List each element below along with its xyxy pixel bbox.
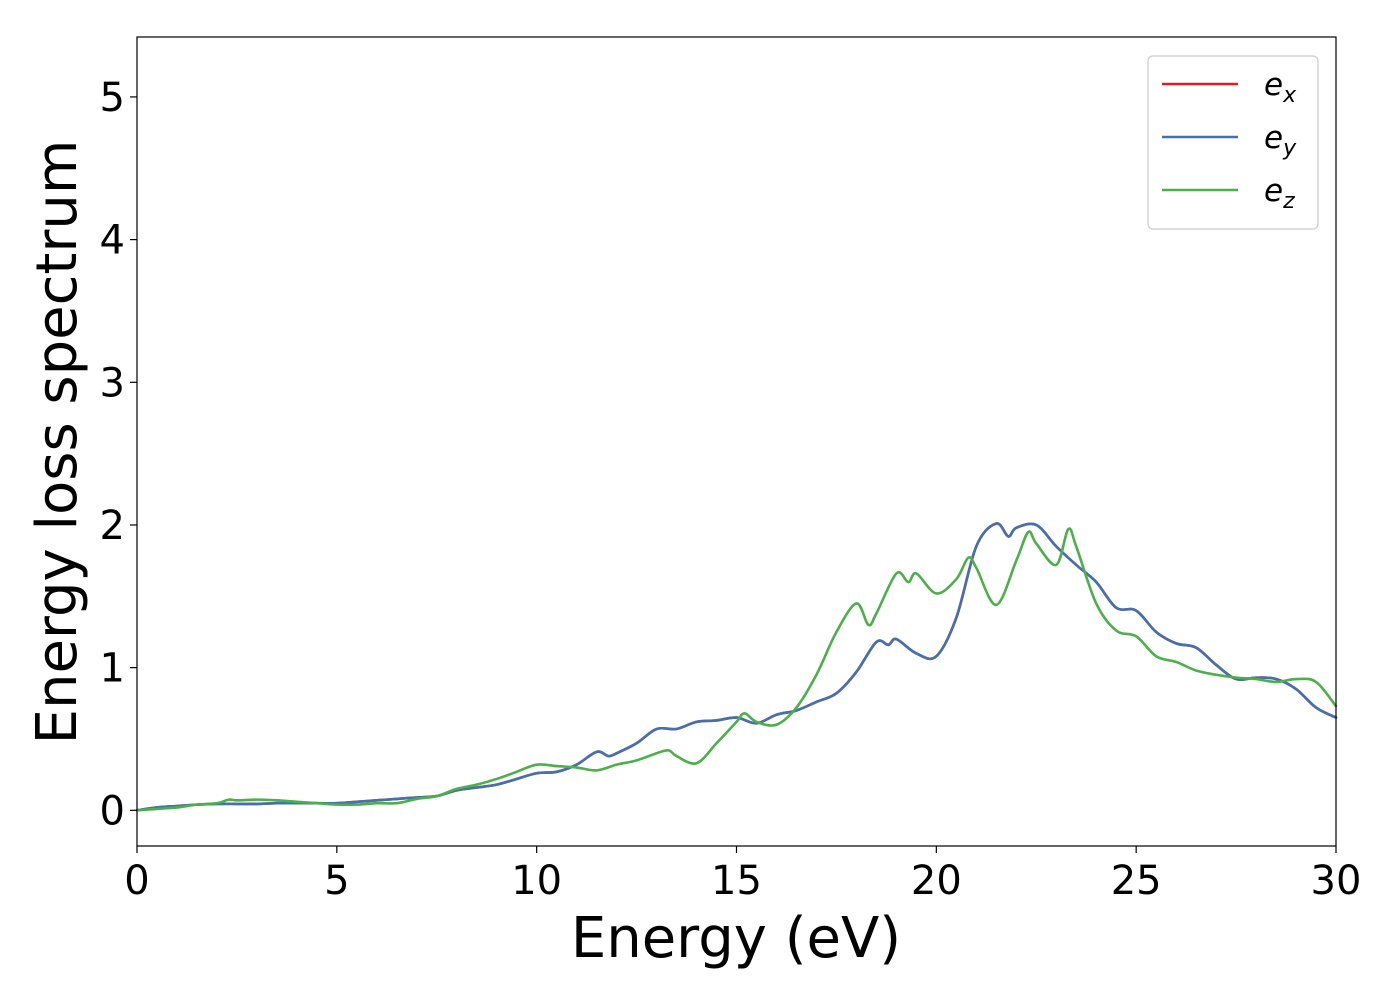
- x-axis-label: Energy (eV): [571, 906, 901, 971]
- legend-label-main: e: [1264, 67, 1283, 103]
- y-tick-label: 0: [100, 788, 125, 834]
- legend-label-subscript: y: [1282, 136, 1297, 161]
- y-tick-label: 5: [100, 75, 125, 121]
- y-axis-label: Energy loss spectrum: [25, 140, 90, 745]
- legend-label-z: ez: [1264, 173, 1295, 214]
- x-tick-label: 25: [1111, 858, 1162, 904]
- y-tick-label: 3: [100, 360, 125, 406]
- y-tick-label: 4: [100, 218, 125, 264]
- x-tick-label: 15: [711, 858, 762, 904]
- legend-label-main: e: [1264, 173, 1283, 209]
- x-tick-label: 0: [124, 858, 149, 904]
- legend-label-subscript: x: [1282, 83, 1297, 108]
- x-tick-label: 20: [911, 858, 962, 904]
- legend-label-subscript: z: [1282, 189, 1295, 214]
- plot-background: [137, 37, 1336, 846]
- y-tick-label: 1: [100, 646, 125, 692]
- series-layer: [135, 522, 1338, 812]
- legend-label-x: ex: [1264, 67, 1297, 108]
- x-tick-label: 5: [324, 858, 349, 904]
- x-tick-label: 10: [511, 858, 562, 904]
- x-axis: 0 5 10 15 20 25 30: [124, 846, 1361, 904]
- legend-box: [1147, 55, 1319, 230]
- y-tick-label: 2: [100, 503, 125, 549]
- x-tick-label: 30: [1311, 858, 1362, 904]
- series-line-z: [135, 527, 1338, 812]
- legend-label-main: e: [1264, 120, 1283, 156]
- legend-label-y: ey: [1264, 120, 1297, 161]
- y-axis: 0 1 2 3 4 5: [100, 75, 137, 834]
- series-line-y: [135, 522, 1338, 812]
